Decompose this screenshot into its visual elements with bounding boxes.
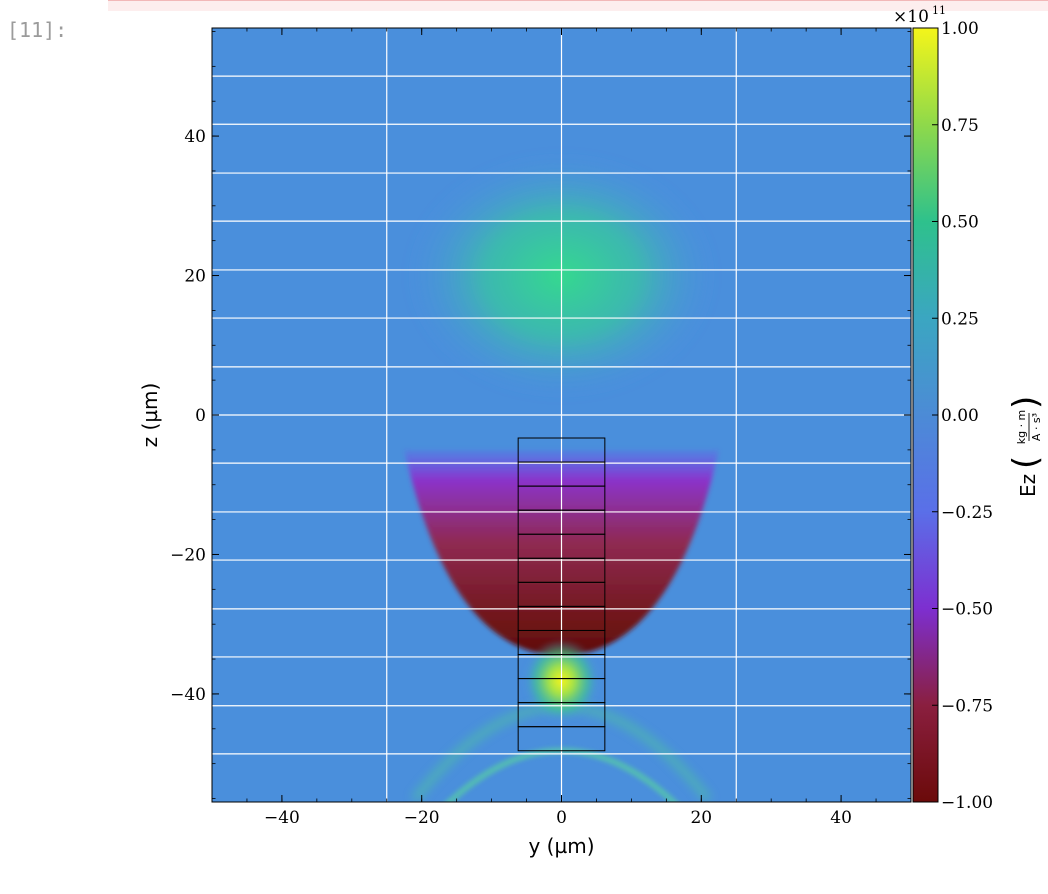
x-axis-label: y (µm) <box>528 834 594 858</box>
colorbar-tick-label: 0.50 <box>941 213 979 233</box>
cell-prompt: [11]: <box>7 18 68 42</box>
x-tick-label: −40 <box>264 808 300 828</box>
axes: −40 −20 0 20 40 40 20 0 −20 −40 y (µm) z (µm) <box>138 27 912 858</box>
colorbar-paren-right: ) <box>1006 396 1046 409</box>
x-tick-label: 20 <box>690 808 712 828</box>
colorbar-tick-label: −0.75 <box>941 696 993 716</box>
colorbar-unit-denominator: A · s³ <box>1030 413 1043 441</box>
colorbar-scale-exponent: 11 <box>932 4 946 17</box>
overlay-segment <box>517 726 606 752</box>
plot-area <box>212 28 911 802</box>
colorbar-tick-label: 0.25 <box>941 309 979 329</box>
y-tick-label: 0 <box>195 406 206 426</box>
y-tick-label: −40 <box>170 685 206 705</box>
colorbar-scale-factor: ×10 <box>893 7 929 27</box>
y-axis-label: z (µm) <box>138 383 162 448</box>
colorbar-unit-numerator: kg · m <box>1015 410 1028 445</box>
y-tick-label: −20 <box>170 545 206 565</box>
colorbar-tick-label: −1.00 <box>941 793 993 813</box>
x-tick-label: −20 <box>404 808 440 828</box>
cell-output-strip <box>108 0 1048 11</box>
colorbar: 1.00 0.75 0.50 0.25 0.00 −0.25 −0.50 −0.75 −1.00… <box>893 4 1046 813</box>
colorbar-tick-label: 1.00 <box>941 19 979 39</box>
colorbar-label-text: Ez <box>1016 474 1040 497</box>
x-tick-label: 40 <box>830 808 852 828</box>
y-tick-label: 40 <box>184 127 206 147</box>
colorbar-tick-label: −0.50 <box>941 600 993 620</box>
colorbar-tick-label: 0.75 <box>941 116 979 136</box>
colorbar-tick-label: 0.00 <box>941 406 979 426</box>
colorbar-paren-left: ( <box>1006 456 1046 469</box>
y-tick-label: 20 <box>184 267 206 287</box>
x-tick-label: 0 <box>556 808 567 828</box>
colorbar-tick-label: −0.25 <box>941 503 993 523</box>
